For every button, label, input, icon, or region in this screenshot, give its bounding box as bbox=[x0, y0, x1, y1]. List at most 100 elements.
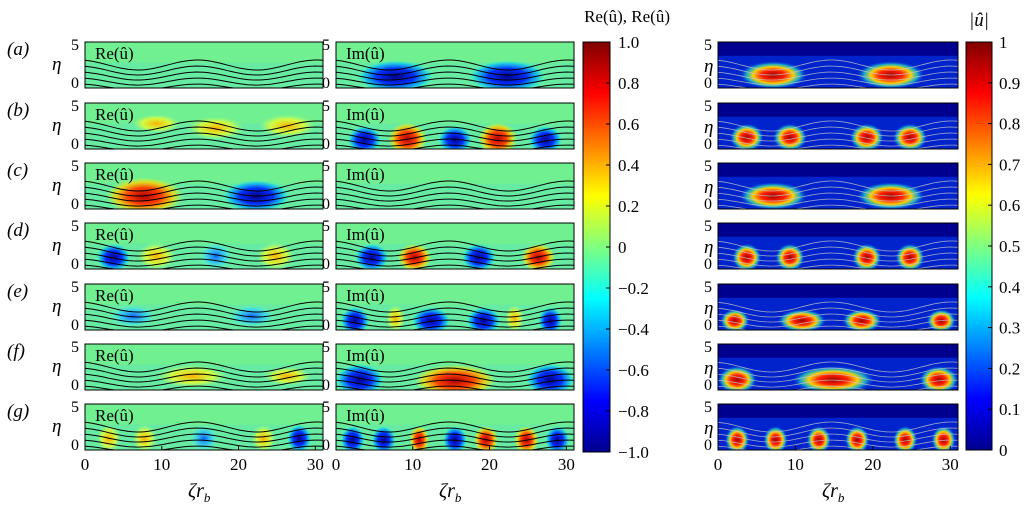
field-blob bbox=[521, 243, 555, 269]
streamline bbox=[336, 186, 574, 197]
y-tick: 5 bbox=[704, 37, 712, 54]
panel-field bbox=[85, 223, 323, 269]
panel-frame bbox=[335, 343, 575, 391]
panel-imag bbox=[335, 102, 575, 150]
y-axis-label: η bbox=[704, 298, 713, 319]
streamline bbox=[85, 71, 323, 81]
panel-label: Im(û) bbox=[346, 346, 385, 365]
streamline bbox=[85, 301, 323, 313]
panel-field bbox=[85, 42, 323, 88]
x-tick-label: 0 bbox=[81, 455, 90, 474]
x-axis-subscript: b bbox=[204, 490, 211, 505]
panel-label: Re(û) bbox=[95, 44, 134, 63]
streamline bbox=[718, 258, 958, 267]
streamline bbox=[336, 313, 574, 323]
panel-frame bbox=[84, 343, 324, 391]
streamline bbox=[85, 313, 323, 323]
field-blob bbox=[893, 426, 918, 450]
field-blob bbox=[919, 366, 958, 390]
streamline bbox=[718, 198, 958, 207]
colorbar-tick-label: 0.1 bbox=[999, 400, 1020, 419]
row-label: (b) bbox=[7, 100, 29, 121]
colorbar-tick-label: 1 bbox=[999, 33, 1008, 52]
streamline bbox=[85, 59, 323, 71]
y-tick: 0 bbox=[322, 317, 330, 334]
panel-frame bbox=[717, 283, 959, 331]
y-tick: 0 bbox=[322, 196, 330, 213]
panel-field bbox=[718, 42, 958, 88]
streamline bbox=[336, 138, 574, 147]
y-tick: 5 bbox=[322, 399, 330, 416]
panel-label: Im(û) bbox=[346, 406, 385, 425]
streamline bbox=[336, 65, 574, 76]
streamline bbox=[718, 132, 958, 142]
streamline bbox=[85, 192, 323, 202]
y-tick: 5 bbox=[704, 158, 712, 175]
y-tick: 5 bbox=[71, 37, 79, 54]
field-blob bbox=[251, 424, 276, 450]
y-axis-label: η bbox=[704, 177, 713, 198]
panel-imag bbox=[335, 222, 575, 270]
streamline bbox=[85, 421, 323, 433]
streamline bbox=[718, 367, 958, 378]
streamline bbox=[336, 192, 574, 202]
panel-imag bbox=[335, 283, 575, 331]
y-tick: 0 bbox=[704, 196, 712, 213]
panel-field bbox=[718, 284, 958, 330]
field-blob bbox=[850, 123, 884, 149]
streamline bbox=[85, 186, 323, 197]
streamline bbox=[85, 307, 323, 318]
streamline bbox=[718, 126, 958, 137]
panel-magnitude bbox=[717, 343, 959, 391]
streamline bbox=[85, 427, 323, 438]
field-blob bbox=[187, 116, 245, 140]
row-label: (d) bbox=[7, 220, 29, 241]
panel-field bbox=[85, 284, 323, 330]
y-tick: 0 bbox=[322, 256, 330, 273]
colorbar-tick-label: 0.6 bbox=[618, 115, 639, 134]
streamline bbox=[718, 180, 958, 192]
panel-field bbox=[336, 404, 574, 450]
colorbar-tick-label: 0 bbox=[618, 238, 627, 257]
panel-frame bbox=[717, 102, 959, 150]
panel-frame bbox=[84, 41, 324, 89]
field-blob bbox=[538, 307, 563, 330]
panel-label: Re(û) bbox=[95, 165, 134, 184]
streamline bbox=[336, 198, 574, 207]
streamline bbox=[336, 301, 574, 313]
y-axis-label: η bbox=[704, 358, 713, 379]
streamline bbox=[718, 192, 958, 202]
streamline bbox=[718, 439, 958, 448]
panel-real bbox=[84, 343, 324, 391]
field-blob bbox=[106, 177, 183, 209]
streamline bbox=[718, 433, 958, 443]
field-blob bbox=[778, 309, 826, 330]
panel-magnitude bbox=[717, 162, 959, 210]
panel-label: Im(û) bbox=[346, 165, 385, 184]
field-blob bbox=[256, 242, 295, 269]
colorbar-tick-label: 0.5 bbox=[999, 237, 1020, 256]
streamline bbox=[85, 361, 323, 373]
panel-frame bbox=[717, 41, 959, 89]
y-tick: 0 bbox=[704, 75, 712, 92]
streamline bbox=[718, 421, 958, 433]
panel-frame bbox=[335, 222, 575, 270]
streamline bbox=[718, 240, 958, 252]
streamline bbox=[718, 186, 958, 197]
panel-label: Im(û) bbox=[346, 286, 385, 305]
y-tick: 0 bbox=[704, 136, 712, 153]
row-label: (g) bbox=[7, 401, 29, 422]
field-blob bbox=[443, 426, 467, 450]
panel-label: Im(û) bbox=[346, 105, 385, 124]
field-blob bbox=[438, 126, 472, 149]
field-blob bbox=[132, 424, 157, 450]
streamline bbox=[336, 439, 574, 448]
panel-real bbox=[84, 41, 324, 89]
panel-magnitude bbox=[717, 403, 959, 451]
field-blob bbox=[545, 426, 570, 450]
x-tick-label: 10 bbox=[404, 455, 421, 474]
field-blob bbox=[720, 309, 750, 330]
y-tick: 5 bbox=[322, 339, 330, 356]
